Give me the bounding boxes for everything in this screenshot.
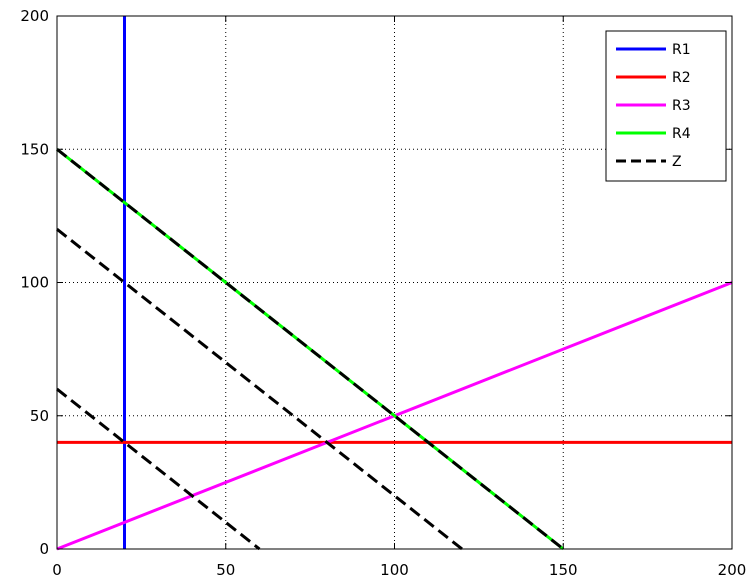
x-tick-label: 50 [216, 561, 235, 579]
x-tick-label: 200 [718, 561, 747, 579]
legend-label-r3: R3 [672, 98, 691, 114]
x-tick-label: 0 [52, 561, 62, 579]
y-tick-label: 150 [20, 140, 49, 158]
series-line-z-3 [57, 389, 260, 549]
x-tick-label: 100 [380, 561, 409, 579]
legend: R1 R2 R3 R4 Z [606, 31, 726, 181]
y-tick-label: 200 [20, 7, 49, 25]
legend-label-r4: R4 [672, 126, 691, 142]
legend-label-z: Z [672, 154, 682, 170]
y-tick-label: 100 [20, 274, 49, 292]
legend-label-r1: R1 [672, 42, 691, 58]
series-line-z-2 [57, 229, 462, 549]
x-tick-label: 150 [549, 561, 578, 579]
y-tick-label: 0 [39, 540, 49, 558]
legend-label-r2: R2 [672, 70, 691, 86]
y-tick-label: 50 [30, 407, 49, 425]
